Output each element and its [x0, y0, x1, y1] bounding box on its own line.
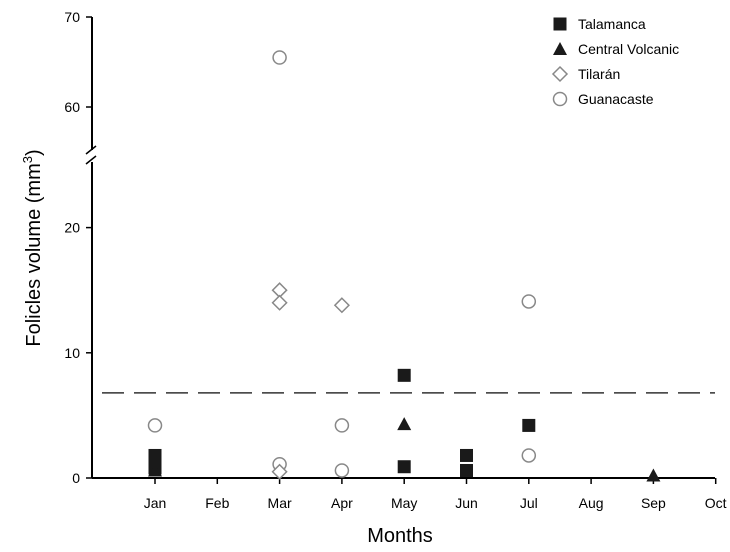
point-guanacaste	[334, 418, 350, 433]
axes: 0 10 20 60 70 Jan Feb Mar Apr May Jun Jul Aug Sep Oct	[64, 9, 726, 511]
legend-label-central-volcanic: Central Volcanic	[578, 41, 679, 57]
x-tick-label: Jan	[144, 495, 167, 511]
y-tick-label: 0	[72, 470, 80, 486]
point-talamanca	[460, 448, 473, 462]
x-tick-label: May	[391, 495, 417, 511]
x-tick-label: Oct	[705, 495, 727, 511]
point-tilar-n	[271, 294, 288, 311]
y-tick-label: 20	[64, 220, 80, 236]
x-tick-label: Aug	[579, 495, 604, 511]
y-axis-title: Folicles volume (mm3)	[20, 149, 45, 346]
point-talamanca	[397, 460, 411, 474]
y-axis-title-close: )	[23, 149, 45, 156]
point-guanacaste	[521, 448, 537, 463]
x-tick-label: Sep	[641, 495, 666, 511]
point-central-volcanic	[397, 417, 412, 431]
y-axis-title-main: Folicles volume (mm	[23, 163, 45, 346]
legend-label-tilar-n: Tilarán	[578, 66, 620, 82]
legend-marker-tilar-n	[551, 65, 569, 83]
point-talamanca	[522, 418, 536, 432]
x-tick-label: Jun	[455, 495, 478, 511]
axis-break-mark	[85, 145, 97, 155]
y-axis-title-superscript: 3	[20, 156, 35, 163]
point-talamanca	[460, 463, 473, 477]
point-talamanca	[397, 368, 411, 382]
legend: Talamanca Central Volcanic Tilarán Guanacas…	[551, 16, 679, 107]
legend-marker-central-volcanic	[553, 42, 567, 55]
point-guanacaste	[272, 50, 287, 65]
point-tilar-n	[271, 463, 288, 480]
x-axis-title: Months	[367, 525, 433, 547]
y-tick-label: 10	[64, 345, 80, 361]
point-central-volcanic	[646, 468, 661, 482]
point-guanacaste	[521, 294, 537, 309]
point-guanacaste	[147, 418, 163, 433]
x-tick-label: Mar	[268, 495, 292, 511]
point-central-volcanic	[148, 463, 162, 477]
point-guanacaste	[334, 463, 350, 478]
x-tick-label: Jul	[520, 495, 538, 511]
x-tick-label: Apr	[331, 495, 353, 511]
legend-marker-talamanca	[553, 17, 567, 31]
point-talamanca	[148, 448, 162, 462]
legend-marker-guanacaste	[552, 91, 568, 107]
data-marks	[147, 50, 661, 482]
x-tick-label: Feb	[205, 495, 229, 511]
y-tick-label: 60	[64, 99, 80, 115]
legend-label-guanacaste: Guanacaste	[578, 91, 654, 107]
point-tilar-n	[333, 297, 350, 314]
axis-break-mark	[85, 155, 97, 165]
legend-label-talamanca: Talamanca	[578, 16, 646, 32]
y-tick-label: 70	[64, 9, 80, 25]
